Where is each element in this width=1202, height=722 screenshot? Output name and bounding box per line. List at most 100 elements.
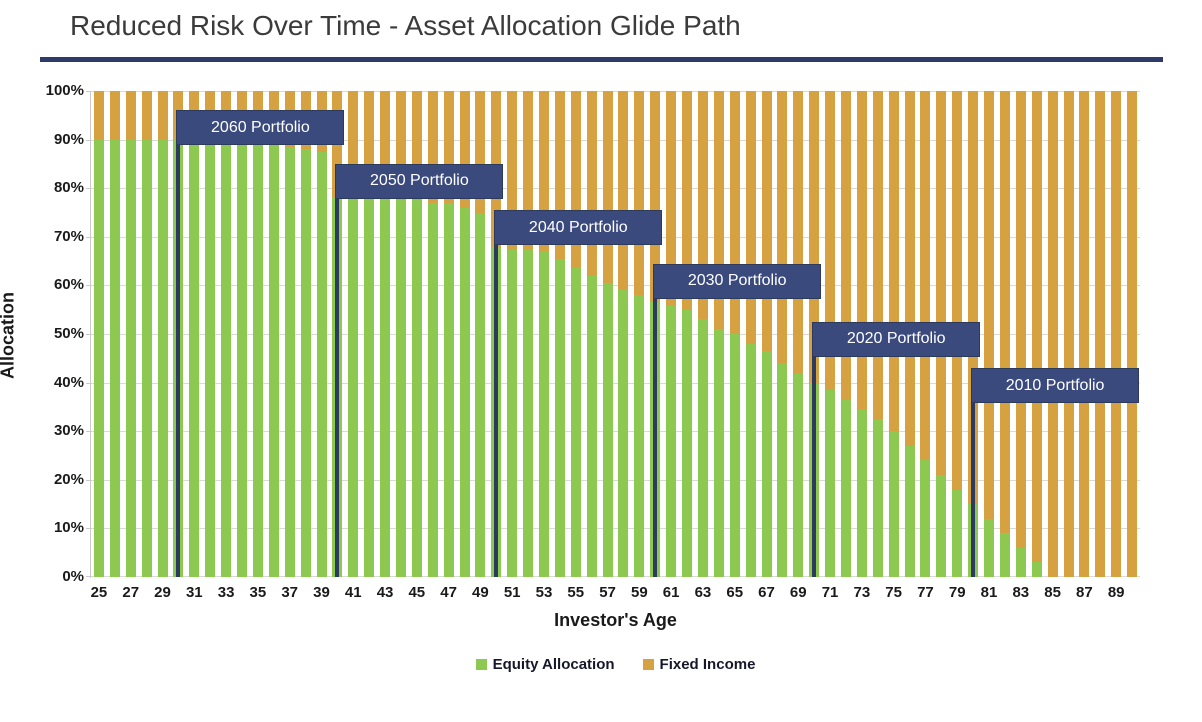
legend: Equity Allocation Fixed Income bbox=[91, 656, 1140, 673]
fixed-income-bar-age-49 bbox=[475, 91, 486, 213]
equity-bar-age-26 bbox=[109, 139, 120, 577]
x-tick-57: 57 bbox=[599, 584, 616, 601]
equity-bar-age-66 bbox=[745, 343, 756, 577]
equity-bar-age-36 bbox=[268, 144, 279, 577]
legend-label-equity: Equity Allocation bbox=[492, 656, 615, 673]
y-tick-90%: 90% bbox=[53, 130, 84, 148]
equity-bar-age-44 bbox=[395, 200, 406, 577]
fixed-income-bar-age-64 bbox=[713, 91, 724, 330]
fixed-income-bar-age-54 bbox=[554, 91, 565, 259]
equity-bar-age-48 bbox=[459, 207, 470, 577]
transition-line-age-80 bbox=[971, 368, 976, 577]
fixed-income-bar-age-85 bbox=[1047, 91, 1058, 577]
fixed-income-bar-age-83 bbox=[1015, 91, 1026, 548]
gridline-80 bbox=[91, 188, 1140, 190]
x-tick-89: 89 bbox=[1107, 584, 1125, 601]
fixed-income-bar-age-41 bbox=[348, 91, 359, 198]
equity-bar-age-31 bbox=[189, 139, 200, 577]
fixed-income-bar-age-44 bbox=[395, 90, 406, 201]
transition-line-age-40 bbox=[335, 163, 340, 577]
equity-bar-age-29 bbox=[157, 139, 168, 577]
y-axis-title: Allocation bbox=[0, 292, 18, 380]
fixed-income-bar-age-67 bbox=[761, 91, 772, 351]
x-axis-title: Investor's Age bbox=[554, 610, 677, 630]
fixed-income-bar-age-80 bbox=[968, 91, 979, 505]
equity-bar-age-37 bbox=[284, 146, 295, 577]
gridline-40 bbox=[91, 382, 1140, 384]
equity-bar-age-68 bbox=[777, 363, 788, 577]
fixed-income-bar-age-79 bbox=[952, 91, 963, 490]
equity-bar-age-32 bbox=[205, 139, 216, 577]
fixed-income-swatch-icon bbox=[642, 659, 654, 670]
fixed-income-bar-age-27 bbox=[125, 91, 136, 140]
y-tick-mark bbox=[86, 139, 91, 141]
legend-label-fixed-income: Fixed Income bbox=[659, 656, 756, 673]
fixed-income-bar-age-60 bbox=[650, 91, 661, 303]
transition-line-age-60 bbox=[653, 263, 658, 577]
fixed-income-bar-age-77 bbox=[920, 91, 931, 461]
y-tick-80%: 80% bbox=[53, 179, 84, 197]
equity-bar-age-81 bbox=[984, 518, 994, 577]
y-tick-20%: 20% bbox=[53, 470, 84, 488]
fixed-income-bar-age-84 bbox=[1031, 91, 1042, 563]
fixed-income-bar-age-75 bbox=[888, 91, 899, 432]
fixed-income-bar-age-61 bbox=[666, 91, 677, 305]
y-tick-60%: 60% bbox=[53, 276, 84, 294]
equity-bar-age-79 bbox=[952, 489, 963, 577]
fixed-income-bar-age-28 bbox=[141, 91, 152, 140]
x-tick-55: 55 bbox=[567, 584, 585, 601]
gridline-10 bbox=[91, 528, 1140, 530]
y-tick-40%: 40% bbox=[53, 373, 84, 391]
x-tick-35: 35 bbox=[249, 584, 267, 601]
gridline-60 bbox=[91, 285, 1140, 287]
x-tick-43: 43 bbox=[376, 584, 394, 601]
equity-bar-age-56 bbox=[586, 275, 597, 577]
portfolio-label-2010: 2010 Portfolio bbox=[971, 368, 1140, 403]
fixed-income-bar-age-73 bbox=[856, 91, 867, 410]
fixed-income-bar-age-29 bbox=[157, 91, 168, 140]
fixed-income-bar-age-56 bbox=[586, 91, 597, 276]
plot-area: 2060 Portfolio 2050 Portfolio 2040 Portfol… bbox=[91, 90, 1140, 577]
equity-bar-age-38 bbox=[300, 149, 311, 577]
fixed-income-bar-age-86 bbox=[1063, 91, 1074, 577]
equity-bar-age-53 bbox=[539, 251, 549, 577]
fixed-income-bar-age-65 bbox=[729, 91, 740, 334]
x-tick-77: 77 bbox=[917, 584, 934, 601]
title-underline bbox=[40, 57, 1163, 62]
page-title: Reduced Risk Over Time - Asset Allocatio… bbox=[70, 10, 741, 41]
x-tick-25: 25 bbox=[90, 584, 108, 601]
equity-bar-age-82 bbox=[999, 533, 1010, 577]
fixed-income-bar-age-59 bbox=[634, 91, 645, 296]
fixed-income-bar-age-53 bbox=[539, 91, 549, 252]
fixed-income-bar-age-87 bbox=[1079, 91, 1090, 577]
x-tick-59: 59 bbox=[630, 584, 648, 601]
equity-bar-age-35 bbox=[252, 139, 263, 577]
equity-bar-age-78 bbox=[936, 474, 947, 577]
x-tick-69: 69 bbox=[789, 584, 807, 601]
equity-bar-age-51 bbox=[507, 248, 518, 577]
fixed-income-bar-age-72 bbox=[841, 91, 851, 400]
transition-line-age-70 bbox=[812, 321, 817, 577]
equity-bar-age-34 bbox=[237, 139, 247, 577]
equity-bar-age-39 bbox=[316, 151, 327, 577]
fixed-income-bar-age-78 bbox=[936, 91, 947, 475]
equity-bar-age-63 bbox=[697, 319, 708, 577]
equity-bar-age-75 bbox=[888, 431, 899, 577]
x-tick-87: 87 bbox=[1076, 584, 1093, 601]
x-tick-47: 47 bbox=[440, 584, 457, 601]
fixed-income-bar-age-47 bbox=[443, 91, 454, 203]
y-tick-10%: 10% bbox=[53, 519, 84, 537]
equity-bar-age-33 bbox=[221, 139, 232, 577]
equity-bar-age-27 bbox=[125, 139, 136, 577]
x-tick-73: 73 bbox=[853, 584, 871, 601]
x-tick-41: 41 bbox=[344, 584, 362, 601]
fixed-income-bar-age-48 bbox=[459, 91, 470, 208]
y-tick-30%: 30% bbox=[53, 422, 84, 440]
fixed-income-bar-age-46 bbox=[427, 91, 438, 203]
fixed-income-bar-age-62 bbox=[682, 91, 692, 310]
gridline-100 bbox=[91, 91, 1140, 92]
portfolio-label-2060: 2060 Portfolio bbox=[176, 110, 345, 146]
y-tick-mark bbox=[86, 91, 91, 92]
fixed-income-bar-age-89 bbox=[1111, 91, 1122, 577]
